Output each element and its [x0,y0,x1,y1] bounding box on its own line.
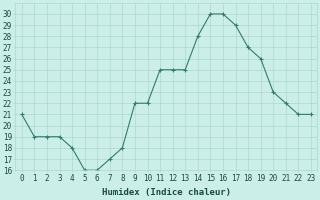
X-axis label: Humidex (Indice chaleur): Humidex (Indice chaleur) [102,188,231,197]
